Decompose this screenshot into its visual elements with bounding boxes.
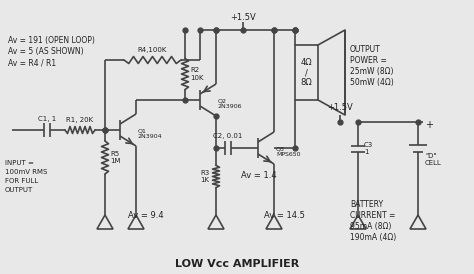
Text: C2, 0.01: C2, 0.01 [213,133,243,139]
Text: +1.5V: +1.5V [230,13,256,21]
Text: 25mW (8Ω): 25mW (8Ω) [350,67,393,76]
Text: Q1
2N3904: Q1 2N3904 [138,129,163,139]
Text: R2
10K: R2 10K [190,67,203,81]
Text: Q2
2N3906: Q2 2N3906 [218,99,243,109]
Text: Av = 9.4: Av = 9.4 [128,210,164,219]
Text: R5
1M: R5 1M [110,151,120,164]
Text: Av = 5 (AS SHOWN): Av = 5 (AS SHOWN) [8,47,83,56]
Text: 95mA (8Ω): 95mA (8Ω) [350,222,392,231]
Text: OUTPUT: OUTPUT [5,187,33,193]
Text: 100mV RMS: 100mV RMS [5,169,47,175]
Text: Av = 191 (OPEN LOOP): Av = 191 (OPEN LOOP) [8,36,95,45]
Text: R4,100K: R4,100K [138,47,167,53]
Text: POWER =: POWER = [350,56,387,65]
Text: Av = R4 / R1: Av = R4 / R1 [8,58,56,67]
Text: BATTERY: BATTERY [350,200,383,209]
Text: 190mA (4Ω): 190mA (4Ω) [350,233,396,242]
Text: +: + [425,120,433,130]
Bar [295,45,318,100]
Text: CURRENT =: CURRENT = [350,211,395,220]
Text: OUTPUT: OUTPUT [350,45,381,54]
Text: FOR FULL: FOR FULL [5,178,38,184]
Text: 50mW (4Ω): 50mW (4Ω) [350,78,394,87]
Text: 4Ω
/
8Ω: 4Ω / 8Ω [301,58,312,87]
Text: "D"
CELL: "D" CELL [425,153,442,166]
Text: R1, 20K: R1, 20K [66,117,93,123]
Text: LOW Vcc AMPLIFIER: LOW Vcc AMPLIFIER [175,259,299,269]
Text: Q3
MPS650: Q3 MPS650 [276,147,301,157]
Text: C1, 1: C1, 1 [38,116,56,122]
Text: INPUT =: INPUT = [5,160,34,166]
Text: R3
1K: R3 1K [200,170,209,183]
Text: Av = 1.4: Av = 1.4 [241,170,277,179]
Text: C3
1: C3 1 [364,142,373,155]
Text: +1.5V: +1.5V [327,102,353,112]
Text: Av = 14.5: Av = 14.5 [264,210,304,219]
